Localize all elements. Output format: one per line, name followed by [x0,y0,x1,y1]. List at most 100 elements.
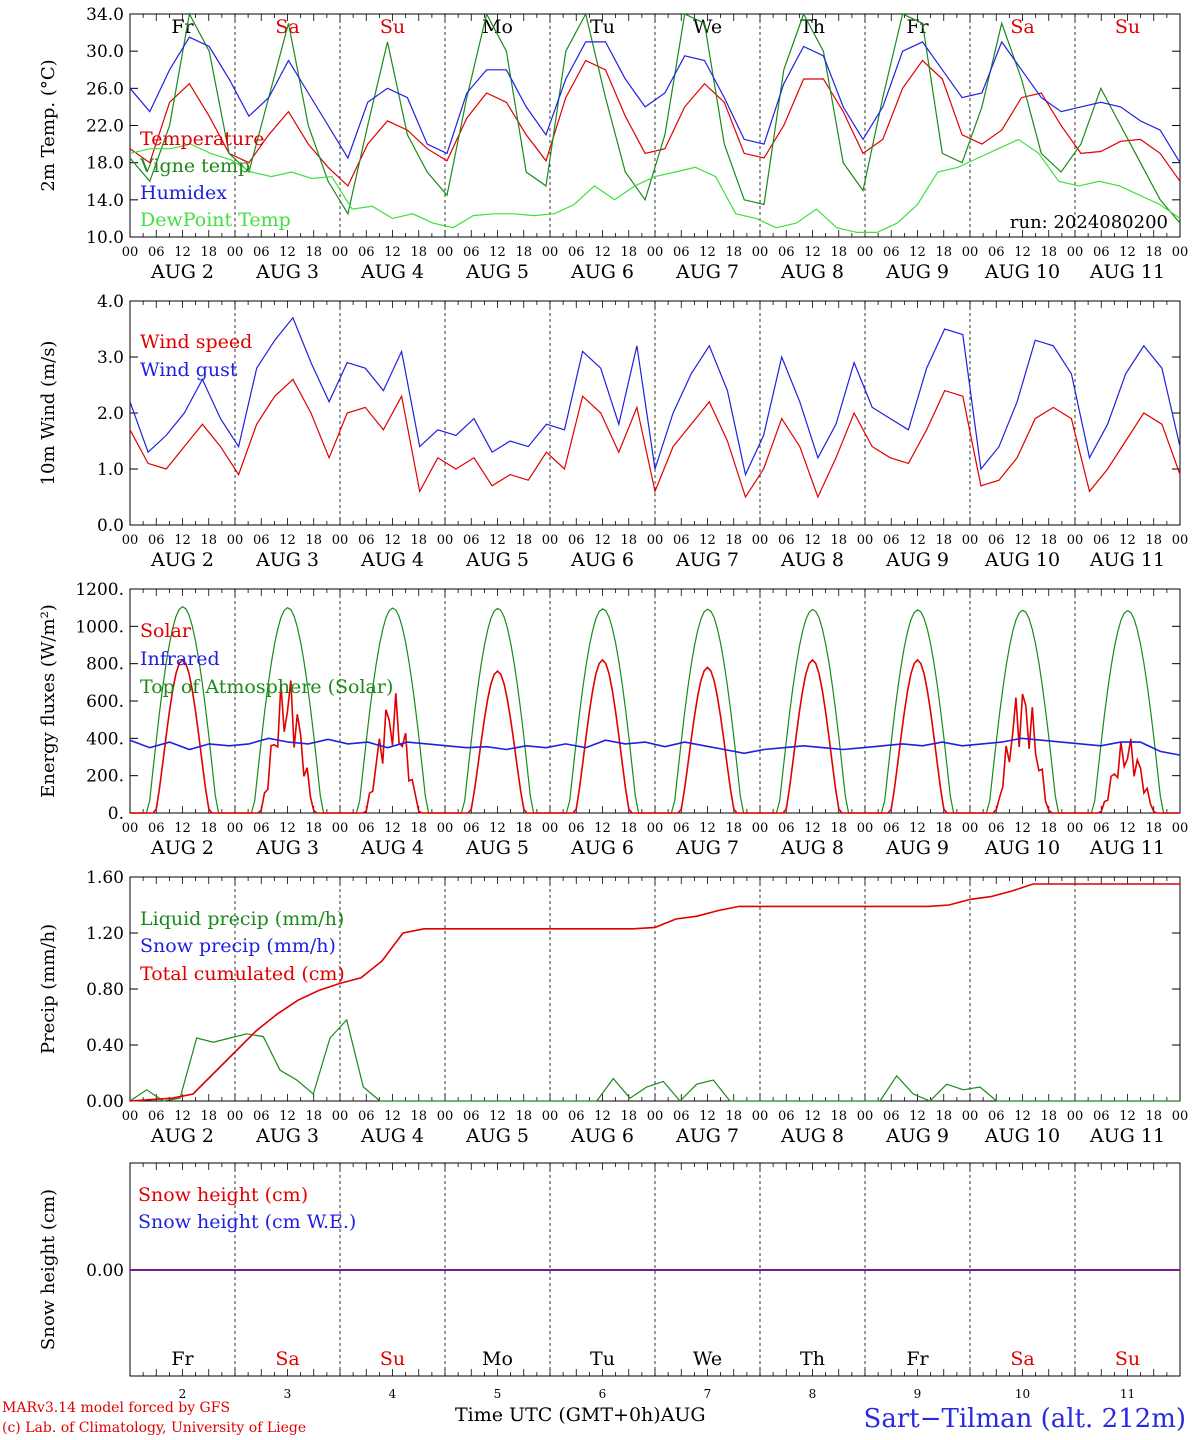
credit-line-1: MARv3.14 model forced by GFS [2,1400,231,1416]
day-date-label: AUG 3 [255,261,319,283]
y-axis-label: Snow height (cm) [38,1189,59,1350]
hour-tick-label: 00 [1067,821,1084,836]
hour-tick-label: 00 [1067,533,1084,548]
hour-tick-label: 12 [384,1109,401,1124]
hour-tick-label: 18 [935,245,952,260]
hour-tick-label: 18 [515,245,532,260]
hour-tick-label: 18 [200,533,217,548]
hour-tick-label: 18 [1145,821,1162,836]
hour-tick-label: 00 [542,245,559,260]
hour-tick-label: 12 [489,245,506,260]
hour-tick-label: 00 [437,533,454,548]
hour-tick-label: 06 [358,245,375,260]
hour-tick-label: 18 [305,821,322,836]
hour-tick-label: 12 [1119,245,1136,260]
hour-tick-label: 06 [883,821,900,836]
hour-tick-label: 06 [568,1109,585,1124]
hour-tick-label: 00 [332,533,349,548]
hour-tick-label: 18 [725,1109,742,1124]
hour-tick-label: 18 [1040,245,1057,260]
y-axis-label: 2m Temp. (°C) [38,59,59,191]
series-dewpoint-temp [129,138,1181,233]
hour-tick-label: 12 [1119,1109,1136,1124]
hour-tick-label: 12 [594,821,611,836]
legend-entry: Liquid precip (mm/h) [140,908,344,930]
hour-tick-label: 12 [279,821,296,836]
hour-tick-label: 18 [725,245,742,260]
hour-tick-label: 18 [725,821,742,836]
hour-tick-label: 00 [542,533,559,548]
hour-tick-label: 18 [410,245,427,260]
hour-tick-label: 06 [148,245,165,260]
hour-tick-label: 18 [1145,533,1162,548]
hour-tick-label: 06 [673,821,690,836]
hour-tick-label: 00 [1172,821,1189,836]
x-axis-label-text: Time UTC (GMT+0h) [455,1404,661,1426]
day-number-bottom: 11 [1120,1387,1135,1401]
day-date-label: AUG 3 [255,549,319,571]
hour-tick-label: 18 [620,1109,637,1124]
hour-tick-label: 12 [489,821,506,836]
y-axis-label: 10m Wind (m/s) [38,341,59,486]
hour-tick-label: 06 [778,821,795,836]
hour-tick-label: 18 [1040,533,1057,548]
day-date-label: AUG 7 [675,837,739,859]
day-date-label: AUG 6 [570,837,634,859]
weekday-label: Sa [1010,16,1034,38]
series-wind-speed [129,378,1181,499]
series-liquid-precip [129,1018,1180,1102]
hour-tick-label: 00 [122,1109,139,1124]
weekday-label-bottom: Sa [275,1348,299,1370]
day-date-label: AUG 11 [1089,261,1165,283]
hour-tick-label: 12 [384,245,401,260]
day-date-label: AUG 11 [1089,549,1165,571]
day-date-label: AUG 3 [255,837,319,859]
hour-tick-label: 00 [227,245,244,260]
y-tick-label: 400. [86,729,124,749]
hour-tick-label: 06 [358,1109,375,1124]
hour-tick-label: 12 [699,245,716,260]
hour-tick-label: 18 [830,821,847,836]
y-tick-label: 34.0 [86,5,124,25]
hour-tick-label: 06 [988,1109,1005,1124]
weekday-label-bottom: Th [800,1348,825,1370]
legend-entry: Temperature [140,128,264,150]
hour-tick-label: 12 [804,533,821,548]
panel-frame [129,13,1181,238]
y-axis-label: Precip (mm/h) [38,924,59,1054]
hour-tick-label: 06 [1093,245,1110,260]
day-date-label: AUG 4 [360,1125,424,1147]
hour-tick-label: 12 [174,1109,191,1124]
hour-tick-label: 12 [699,1109,716,1124]
day-number-bottom: 7 [704,1387,712,1401]
weekday-label: Su [380,16,405,38]
legend-entry: Snow height (cm) [138,1184,308,1206]
hour-tick-label: 18 [620,821,637,836]
credit-line-2: (c) Lab. of Climatology, University of L… [2,1420,307,1436]
hour-tick-label: 06 [673,1109,690,1124]
weekday-label: Su [1115,16,1140,38]
weekday-label-bottom: Tu [590,1348,615,1370]
hour-tick-label: 12 [699,533,716,548]
hour-tick-label: 12 [909,533,926,548]
y-tick-label: 14.0 [86,191,124,211]
hour-tick-label: 12 [909,821,926,836]
hour-tick-label: 12 [1119,533,1136,548]
legend-entry: Total cumulated (cm) [140,963,345,985]
hour-tick-label: 00 [752,821,769,836]
hour-tick-label: 12 [699,821,716,836]
weekday-label: Fr [171,16,194,38]
day-number-bottom: 10 [1015,1387,1030,1401]
day-date-label: AUG 3 [255,1125,319,1147]
day-number-bottom: 9 [914,1387,922,1401]
hour-tick-label: 00 [437,245,454,260]
y-tick-label: 0. [108,804,124,824]
y-tick-label: 0.00 [86,1092,124,1112]
y-axis-1: 10.0 14.0 18.0 22.0 26.0 30.0 34.0 2m Temp. (°C… [38,5,1180,248]
hour-tick-label: 06 [1093,533,1110,548]
hour-tick-label: 00 [332,821,349,836]
day-date-label: AUG 9 [885,837,949,859]
